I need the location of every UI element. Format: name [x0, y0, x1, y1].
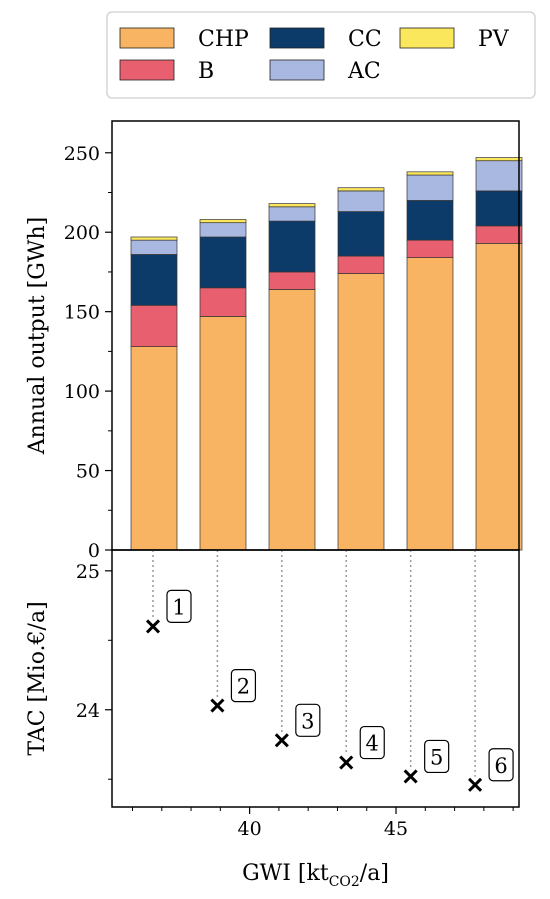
bar-segment [130, 254, 178, 306]
legend-label: B [198, 59, 214, 84]
bar-segment [337, 211, 385, 257]
point-marker [274, 733, 289, 748]
point-marker [339, 755, 354, 770]
bar-segment [199, 236, 247, 289]
bar-segment [337, 190, 385, 212]
point-label: 1 [172, 595, 185, 619]
data-point [274, 733, 289, 748]
legend-swatch [269, 59, 325, 81]
y-axis-label-top: Annual output [GWh] [25, 217, 50, 455]
bar-segment [475, 190, 523, 227]
bar-segment [268, 203, 316, 208]
legend-frame [106, 11, 536, 99]
bar-segment [337, 255, 385, 274]
point-label-box [359, 725, 385, 760]
bar-segment [268, 220, 316, 273]
point-marker [403, 769, 418, 784]
point-label: 6 [494, 754, 507, 778]
bar-segment [406, 171, 454, 176]
bar-segment [337, 273, 385, 551]
bar-segment [268, 206, 316, 222]
bar-segment [199, 287, 247, 317]
point-label: 4 [366, 732, 379, 756]
bar-segment [475, 160, 523, 192]
point-label: 2 [237, 675, 250, 699]
point-label: 5 [430, 745, 443, 769]
bar-segment [475, 242, 523, 551]
legend-label: AC [347, 59, 381, 84]
data-point [403, 769, 418, 784]
y-tick-label: 200 [64, 222, 100, 244]
y-tick-label: 25 [76, 561, 100, 583]
x-tick-label: 40 [238, 818, 262, 840]
bar-segment [406, 200, 454, 241]
legend-label: CC [348, 27, 382, 52]
y-tick-label: 150 [64, 302, 100, 324]
bar-segment [199, 222, 247, 238]
legend-label: PV [478, 27, 510, 52]
y-tick-label: 24 [76, 700, 100, 722]
bar-segment [475, 157, 523, 162]
point-label-box [166, 589, 192, 624]
y-axis-label-bottom: TAC [Mio.€/a] [25, 601, 50, 755]
y-tick-label: 0 [88, 540, 100, 562]
point-label-box [424, 739, 450, 774]
bar-segment [130, 236, 178, 241]
bar-segment [268, 289, 316, 551]
bar-segment [406, 257, 454, 551]
point-label-box [230, 668, 257, 703]
legend-swatch [399, 27, 455, 49]
bar-segment [406, 174, 454, 201]
point-marker [468, 777, 483, 792]
point-label-box [295, 703, 321, 737]
bar-segment [199, 316, 247, 551]
x-tick-label: 45 [384, 818, 408, 840]
legend-swatch [119, 59, 175, 81]
legend-swatch [119, 27, 175, 49]
point-label: 3 [301, 709, 314, 733]
x-axis-label: GWI [ktCO2/a] [242, 861, 389, 890]
bar-segment [268, 271, 316, 290]
x-axis-label-suffix: /a] [360, 861, 389, 886]
legend: CHP B CC AC PV [106, 11, 536, 99]
bottom-axes-frame [111, 549, 520, 808]
data-point [468, 777, 483, 792]
legend-label: CHP [198, 27, 249, 52]
stacked-bar-panel: 0 50 100 150 200 250 Annual output [GWh] [25, 120, 523, 562]
data-point [145, 619, 161, 634]
bar-segment [475, 225, 523, 244]
y-tick-label: 100 [64, 381, 100, 403]
x-axis-label-subscript: CO2 [329, 874, 360, 890]
bar-segment [130, 346, 178, 551]
point-label-box [488, 748, 514, 782]
bar-segment [130, 239, 178, 255]
bar-segment [199, 219, 247, 224]
bar-segment [337, 187, 385, 192]
data-point [339, 755, 354, 770]
point-marker [145, 619, 161, 634]
x-axis-label-main: GWI [kt [242, 861, 329, 886]
y-tick-label: 250 [64, 143, 100, 165]
data-point [210, 698, 225, 713]
point-marker [210, 698, 225, 713]
y-tick-label: 50 [76, 461, 100, 483]
bar-segment [130, 304, 178, 347]
bar-segment [406, 239, 454, 258]
legend-swatch [269, 27, 325, 49]
